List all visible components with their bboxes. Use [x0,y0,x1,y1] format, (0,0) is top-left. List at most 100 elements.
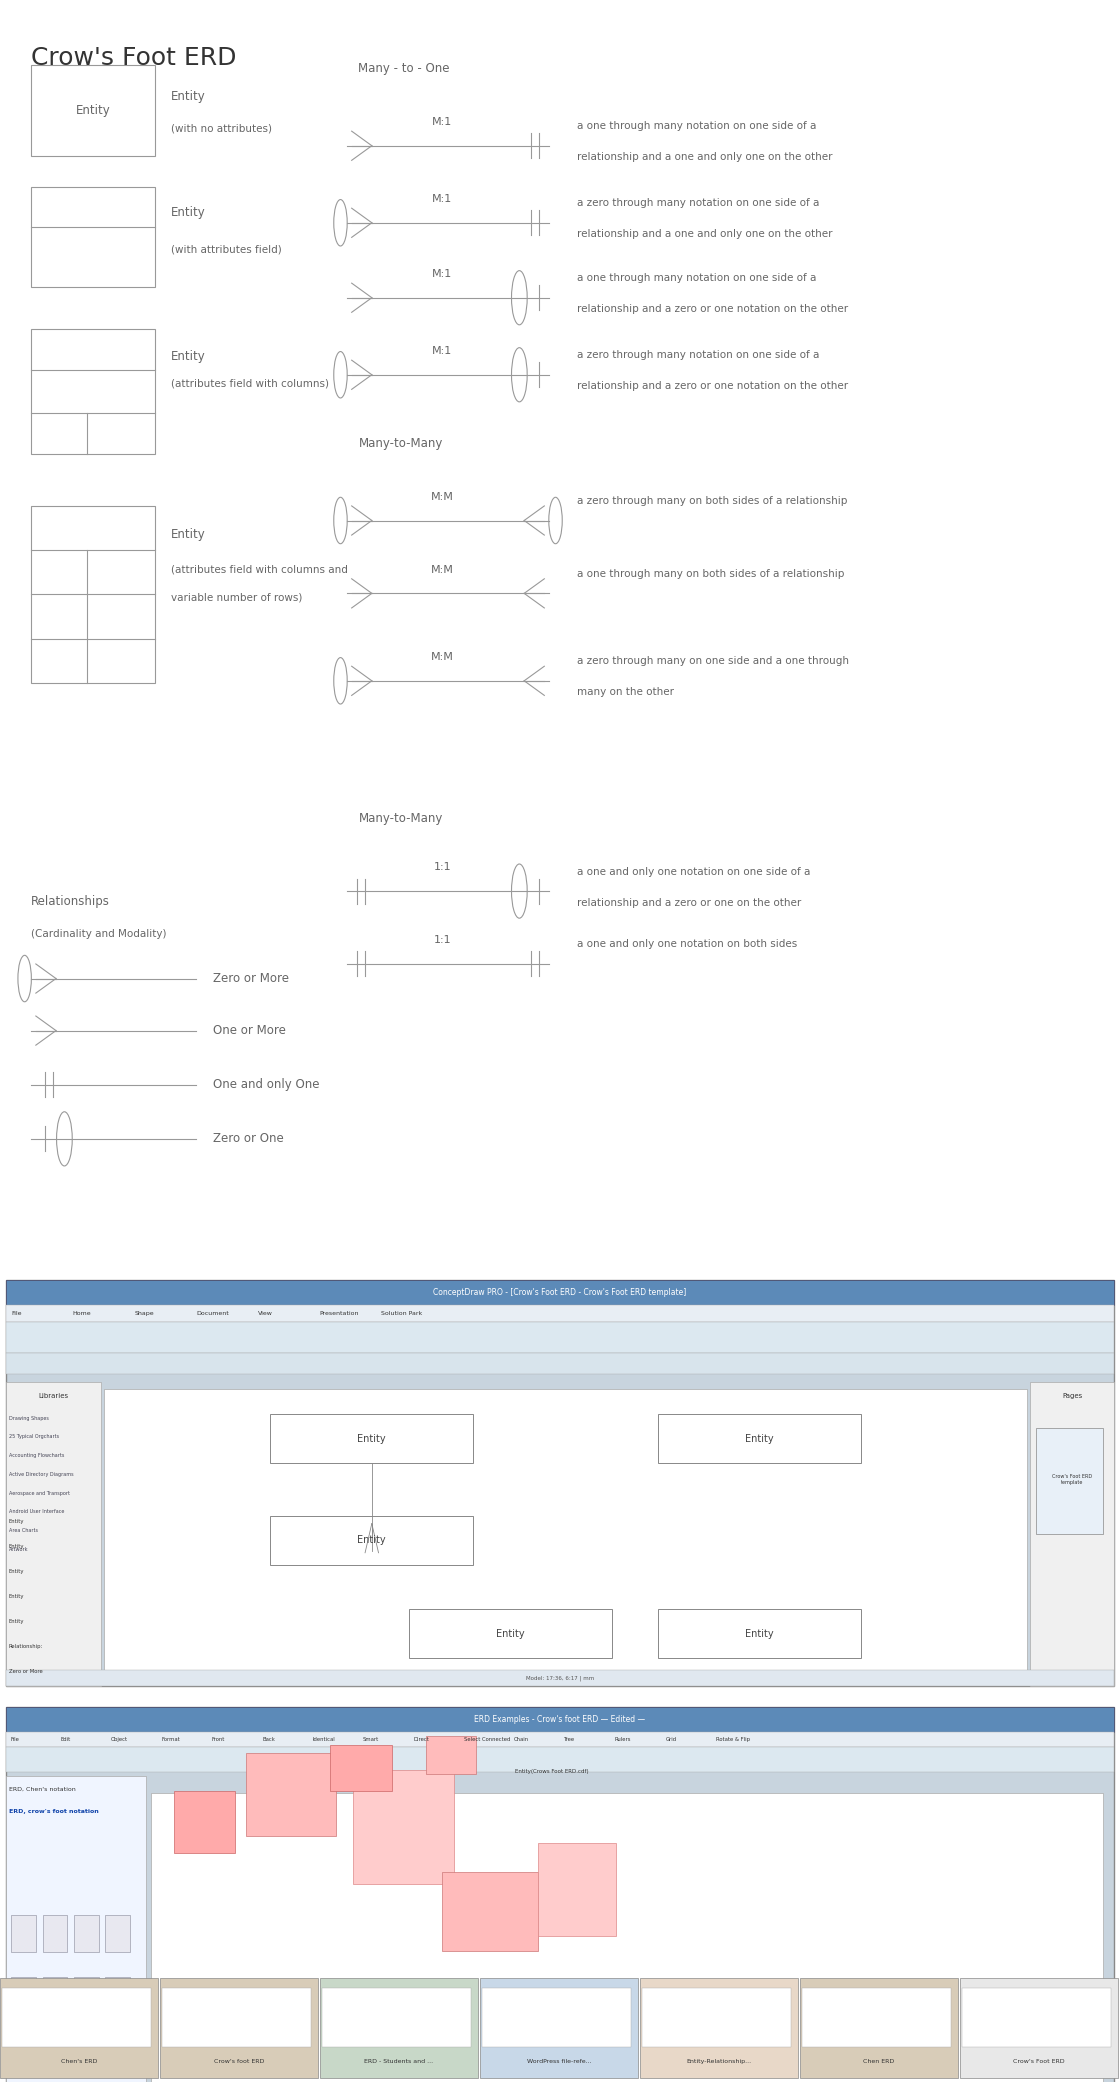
Text: Format: Format [161,1736,180,1743]
Text: Solution Park: Solution Park [381,1312,422,1316]
Text: Smart: Smart [363,1736,380,1743]
Ellipse shape [56,1112,72,1166]
Text: a zero through many on one side and a one through: a zero through many on one side and a on… [577,656,849,666]
Bar [442,1872,538,1951]
Ellipse shape [334,498,347,543]
Bar [6,1382,101,1686]
Text: Presentation: Presentation [319,1312,358,1316]
Bar [6,1747,1114,1772]
Bar [640,1978,797,2078]
Bar [1030,1382,1114,1686]
Bar [642,1988,791,2047]
Text: ConceptDraw PRO - [Crow's Foot ERD - Crow's Foot ERD template]: ConceptDraw PRO - [Crow's Foot ERD - Cro… [433,1289,687,1297]
Text: 1:1: 1:1 [433,862,451,872]
Bar [0,1978,158,2078]
Text: Entity: Entity [171,527,206,541]
Bar [6,1305,1114,1322]
Bar [409,1609,612,1657]
Bar [480,1978,637,2078]
Ellipse shape [18,956,31,1001]
Bar [6,1707,1114,1732]
Bar [800,1978,958,2078]
Text: One or More: One or More [213,1024,286,1037]
Bar [6,1280,1114,1686]
Bar [483,1988,631,2047]
Text: Active Directory Diagrams: Active Directory Diagrams [9,1472,74,1476]
Text: Aerospace and Transport: Aerospace and Transport [9,1491,69,1495]
Text: M:M: M:M [431,491,454,502]
Text: Entity: Entity [9,1570,25,1574]
Text: Chen ERD: Chen ERD [864,2059,895,2063]
Bar [6,1670,1114,1686]
Text: Rotate & Flip: Rotate & Flip [716,1736,749,1743]
Text: Entity: Entity [9,1620,25,1624]
Bar [270,1516,474,1566]
Bar [6,1732,1114,1747]
Text: Entity: Entity [75,104,111,117]
Text: M:1: M:1 [432,269,452,279]
Bar [320,1978,478,2078]
Text: Tree: Tree [564,1736,576,1743]
Text: Front: Front [212,1736,225,1743]
Bar [31,329,155,454]
Ellipse shape [512,348,528,402]
Text: Identical: Identical [312,1736,335,1743]
Bar [2,1988,151,2047]
Text: a zero through many on both sides of a relationship: a zero through many on both sides of a r… [577,496,847,506]
Text: Zero or One: Zero or One [213,1133,283,1145]
Bar [960,1978,1118,2078]
Text: Entity: Entity [9,1520,25,1524]
Text: Entity: Entity [171,90,206,104]
Text: (attributes field with columns): (attributes field with columns) [171,379,329,389]
Bar [270,1414,474,1464]
Bar [162,1988,311,2047]
Text: Entity(Crows Foot ERD.cdf): Entity(Crows Foot ERD.cdf) [515,1770,589,1774]
Text: Rulers: Rulers [615,1736,632,1743]
Text: Entity: Entity [745,1628,774,1639]
Bar [246,1753,336,1836]
Text: Area Charts: Area Charts [9,1528,38,1532]
Bar [43,1915,67,1953]
Bar [353,1770,454,1884]
Text: File: File [11,1312,21,1316]
Bar [105,1978,130,2015]
Text: ERD, crow's foot notation: ERD, crow's foot notation [9,1809,99,1813]
Text: Direct: Direct [413,1736,429,1743]
Text: Artwork: Artwork [9,1547,28,1551]
Ellipse shape [334,658,347,704]
Text: a zero through many notation on one side of a: a zero through many notation on one side… [577,198,819,208]
Text: 25 Typical Orgcharts: 25 Typical Orgcharts [9,1434,59,1439]
Text: Accounting Flowcharts: Accounting Flowcharts [9,1453,64,1457]
Text: Select Connected: Select Connected [464,1736,510,1743]
Text: a one through many notation on one side of a: a one through many notation on one side … [577,273,816,283]
Text: Crow's Foot ERD: Crow's Foot ERD [31,46,236,71]
Text: M:M: M:M [431,652,454,662]
Bar [151,1793,1103,2082]
Bar [31,187,155,287]
Text: Entity: Entity [171,206,206,219]
Text: variable number of rows): variable number of rows) [171,593,302,604]
Text: Relationship:: Relationship: [9,1645,44,1649]
Text: Crow's foot ERD: Crow's foot ERD [214,2059,264,2063]
Text: ERD - Students and ...: ERD - Students and ... [364,2059,433,2063]
Ellipse shape [512,271,528,325]
Text: Pages: Pages [1062,1393,1083,1399]
Text: M:1: M:1 [432,346,452,356]
Text: Android User Interface: Android User Interface [9,1509,64,1514]
Bar [426,1736,476,1774]
Bar [802,1988,951,2047]
Bar [31,506,155,683]
Text: Entity: Entity [496,1628,524,1639]
Bar [6,1776,146,2082]
Text: Chain: Chain [514,1736,530,1743]
Ellipse shape [334,352,347,398]
Text: ERD, Chen's notation: ERD, Chen's notation [9,1786,76,1791]
Bar [6,1353,1114,1374]
Text: File: File [10,1736,19,1743]
Text: (with attributes field): (with attributes field) [171,244,282,254]
Text: ERD Examples - Crow's foot ERD — Edited —: ERD Examples - Crow's foot ERD — Edited … [475,1716,645,1724]
Text: Crow's Foot ERD: Crow's Foot ERD [1014,2059,1065,2063]
Text: a one and only one notation on both sides: a one and only one notation on both side… [577,939,797,949]
Text: (Cardinality and Modality): (Cardinality and Modality) [31,929,167,939]
Bar [31,65,155,156]
